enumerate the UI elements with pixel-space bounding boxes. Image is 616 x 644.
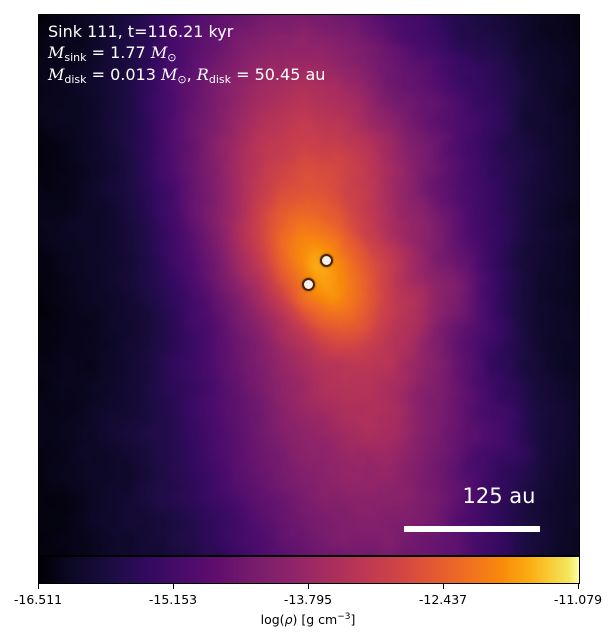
disk-properties-label: Mdisk = 0.013 M⊙, Rdisk = 50.45 au	[48, 64, 325, 90]
colorbar-tick	[308, 584, 309, 589]
cbar-label-exponent: −3	[337, 612, 351, 622]
msink-unit-sub: ⊙	[167, 51, 177, 64]
rdisk-separator: ,	[186, 65, 197, 84]
cbar-label-mid: ) [g cm	[292, 612, 338, 628]
colorbar-tick	[578, 584, 579, 589]
scale-bar	[404, 526, 540, 532]
colorbar-tick-label: -13.795	[283, 592, 333, 607]
cbar-label-prefix: log(	[260, 612, 285, 628]
rdisk-value: = 50.45 au	[230, 65, 326, 84]
msink-value: = 1.77	[86, 43, 146, 62]
density-map-panel: Sink 111, t=116.21 kyr Msink = 1.77 M⊙ M…	[38, 14, 580, 556]
colorbar-tick-label: -11.079	[553, 592, 603, 607]
colorbar-tick	[173, 584, 174, 589]
colorbar-label: log(ρ) [g cm−3]	[208, 612, 408, 627]
colorbar-tick	[443, 584, 444, 589]
sink-particle-marker	[320, 254, 333, 267]
cbar-label-suffix: ]	[350, 612, 356, 628]
colorbar	[38, 556, 580, 584]
cbar-label-rho: ρ	[284, 612, 293, 628]
sink-mass-label: Msink = 1.77 M⊙	[48, 42, 176, 68]
colorbar-tick-label: -12.437	[418, 592, 468, 607]
colorbar-tick-label: -16.511	[13, 592, 63, 607]
msink-symbol: M	[48, 43, 65, 62]
sink-particle-marker	[302, 278, 315, 291]
mdisk-value: = 0.013	[86, 65, 156, 84]
mdisk-unit-sub: ⊙	[177, 73, 187, 86]
sink-time-label: Sink 111, t=116.21 kyr	[48, 22, 234, 41]
rdisk-symbol: R	[196, 65, 209, 84]
msink-unit: M	[150, 43, 168, 62]
msink-subscript: sink	[64, 51, 87, 64]
colorbar-tick-label: -15.153	[148, 592, 198, 607]
rdisk-subscript: disk	[208, 73, 231, 86]
mdisk-unit: M	[161, 65, 178, 84]
mdisk-symbol: M	[48, 65, 65, 84]
colorbar-tick	[38, 584, 39, 589]
mdisk-subscript: disk	[64, 73, 87, 86]
scale-bar-label: 125 au	[462, 484, 536, 508]
